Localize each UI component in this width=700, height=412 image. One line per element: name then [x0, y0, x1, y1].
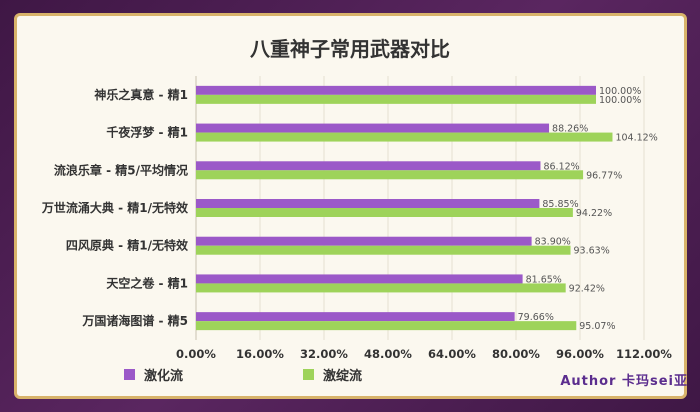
bar-series-1	[196, 161, 541, 171]
x-tick-label: 80.00%	[492, 347, 540, 361]
value-label: 95.07%	[579, 321, 615, 332]
x-tick-label: 64.00%	[428, 347, 476, 361]
category-label: 神乐之真意 - 精1	[94, 87, 188, 102]
bar-series-2	[196, 283, 566, 293]
value-label: 93.63%	[574, 246, 610, 257]
bar-series-2	[196, 170, 584, 180]
value-label: 85.85%	[542, 199, 578, 210]
bar-series-1	[196, 123, 550, 133]
bar-series-1	[196, 199, 540, 208]
category-label: 万世流涌大典 - 精1/无特效	[41, 200, 189, 215]
bar-series-2	[196, 208, 573, 217]
bar-series-2	[196, 132, 613, 142]
bar-series-2	[196, 245, 571, 255]
value-label: 81.65%	[526, 274, 562, 285]
legend-swatch	[303, 369, 314, 380]
legend-label: 激化流	[144, 368, 183, 384]
category-label: 天空之卷 - 精1	[106, 275, 188, 290]
value-label: 92.42%	[569, 283, 605, 294]
x-tick-label: 16.00%	[236, 347, 284, 361]
legend-label: 激绽流	[323, 368, 362, 384]
bar-series-1	[196, 236, 532, 246]
category-label: 千夜浮梦 - 精1	[106, 125, 188, 140]
x-tick-label: 48.00%	[364, 347, 412, 361]
value-label: 79.66%	[518, 312, 554, 323]
bars-group: 100.00%100.00% 88.26% 104.12% 86.12% 96.77% 8…	[196, 85, 658, 332]
category-label: 四风原典 - 精1/无特效	[66, 238, 189, 253]
value-label: 100.00%	[599, 95, 641, 106]
bar-series-2	[196, 94, 596, 104]
x-tick-label: 0.00%	[176, 347, 216, 361]
bar-series-1	[196, 85, 596, 95]
value-label: 100.00%	[599, 86, 641, 97]
value-label: 96.77%	[586, 170, 622, 181]
x-tick-labels: 0.00% 16.00% 32.00% 48.00% 64.00% 80.00% 96.00…	[176, 347, 672, 361]
value-label: 88.26%	[552, 124, 588, 135]
category-labels: 神乐之真意 - 精1 千夜浮梦 - 精1 流浪乐章 - 精5/平均情况万世流涌大典 …	[41, 87, 189, 328]
x-tick-label: 96.00%	[556, 347, 604, 361]
bar-series-1	[196, 312, 515, 322]
author-credit: Author 卡玛sei亚	[560, 373, 688, 389]
x-tick-label: 32.00%	[300, 347, 348, 361]
legend: 激化流 激绽流	[124, 368, 362, 384]
bar-series-2	[196, 321, 577, 331]
value-label: 94.22%	[576, 208, 612, 219]
bar-series-1	[196, 274, 523, 284]
chart-title: 八重神子常用武器对比	[250, 37, 450, 61]
value-label: 83.90%	[535, 237, 571, 248]
category-label: 流浪乐章 - 精5/平均情况	[54, 162, 188, 177]
value-label: 104.12%	[615, 133, 657, 144]
value-label: 86.12%	[543, 161, 579, 172]
x-tick-label: 112.00%	[616, 347, 672, 361]
category-label: 万国诸海图谱 - 精5	[81, 313, 188, 328]
legend-swatch	[124, 369, 135, 380]
